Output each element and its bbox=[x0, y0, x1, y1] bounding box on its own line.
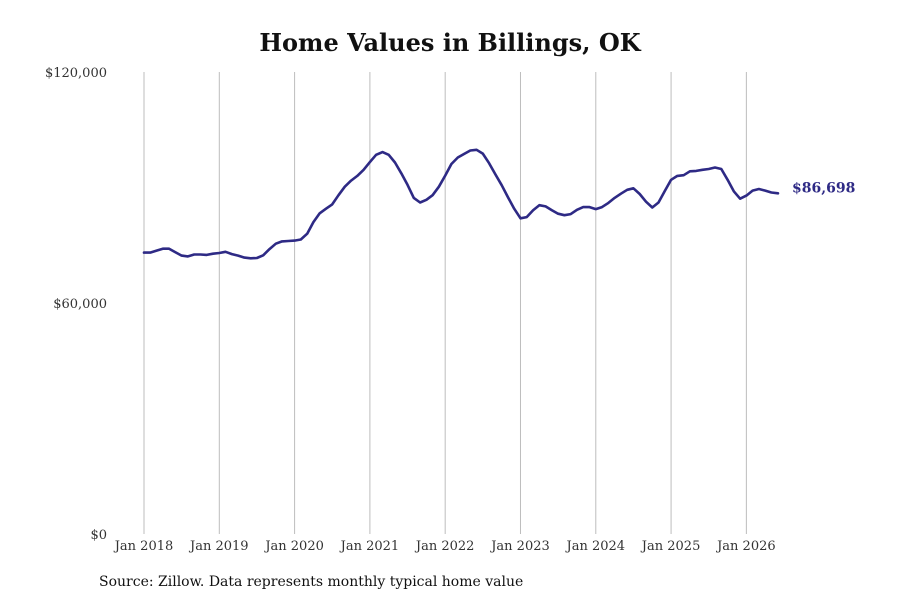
y-tick-label: $0 bbox=[90, 528, 107, 543]
x-tick-label: Jan 2026 bbox=[715, 539, 776, 554]
x-tick-label: Jan 2021 bbox=[339, 539, 400, 554]
y-tick-label: $60,000 bbox=[53, 297, 107, 312]
x-tick-label: Jan 2022 bbox=[414, 539, 475, 554]
chart-title: Home Values in Billings, OK bbox=[259, 28, 641, 57]
x-tick-label: Jan 2024 bbox=[565, 539, 626, 554]
y-tick-label: $120,000 bbox=[45, 66, 107, 81]
series-layer bbox=[142, 148, 780, 260]
grid-lines bbox=[143, 72, 747, 534]
x-tick-label: Jan 2025 bbox=[640, 539, 701, 554]
y-axis-ticks: $0 $60,000 $120,000 bbox=[45, 66, 107, 543]
x-tick-label: Jan 2019 bbox=[188, 539, 249, 554]
x-axis-ticks: Jan 2018 Jan 2019 Jan 2020 Jan 2021 Jan 2022… bbox=[113, 539, 776, 554]
end-value-label: $86,698 bbox=[792, 180, 855, 196]
x-tick-label: Jan 2020 bbox=[263, 539, 324, 554]
end-label-layer: $86,698 bbox=[792, 180, 855, 196]
x-tick-label: Jan 2018 bbox=[113, 539, 174, 554]
series-line-home-value bbox=[142, 148, 780, 260]
source-note: Source: Zillow. Data represents monthly … bbox=[99, 574, 524, 590]
x-tick-label: Jan 2023 bbox=[489, 539, 550, 554]
